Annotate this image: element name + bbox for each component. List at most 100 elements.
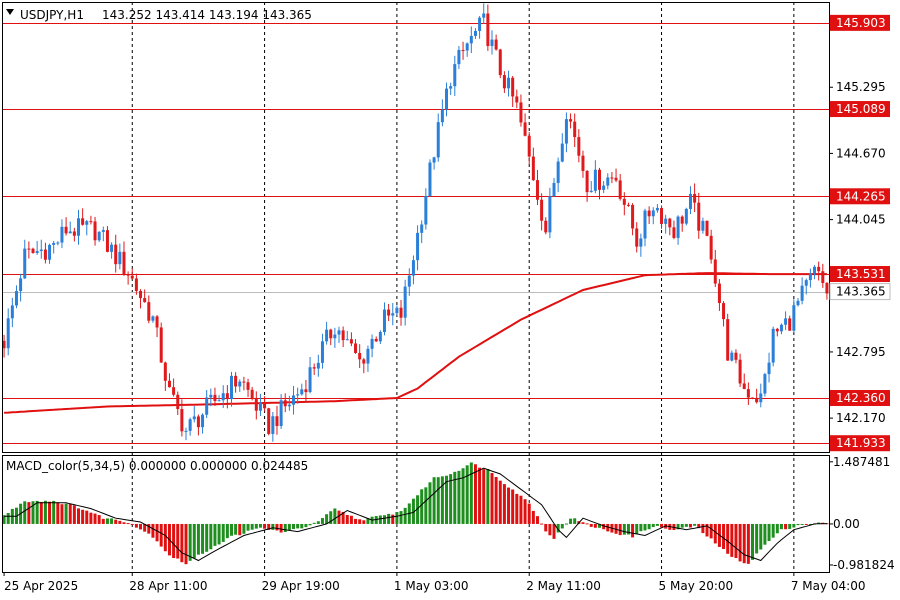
candle-body	[631, 204, 635, 229]
candle-body	[680, 216, 684, 224]
candle-body	[428, 162, 432, 196]
candle-body	[308, 367, 312, 393]
level-tag-label: 143.531	[836, 267, 886, 281]
macd-bar	[552, 523, 556, 539]
candle-body	[610, 177, 614, 179]
level-tag-label: 144.265	[836, 189, 886, 203]
candle-body	[635, 228, 639, 247]
macd-bar	[147, 523, 151, 534]
macd-bar	[428, 482, 432, 524]
macd-bar	[362, 520, 366, 524]
candle-body	[457, 49, 461, 65]
candle-body	[490, 39, 494, 47]
candle-body	[155, 316, 159, 328]
price-tick-label: 142.795	[836, 345, 886, 359]
macd-bar	[688, 523, 692, 528]
candle-body	[329, 329, 333, 339]
macd-bar	[784, 523, 788, 530]
level-tag	[830, 266, 890, 283]
candle-body	[229, 375, 233, 400]
macd-bar	[213, 523, 217, 546]
macd-bar	[738, 523, 742, 562]
macd-bar	[85, 510, 89, 524]
candle-body	[548, 196, 552, 233]
candle-body	[813, 266, 817, 274]
level-tag-label: 142.360	[836, 391, 886, 405]
candle-body	[43, 249, 47, 260]
time-axis: 25 Apr 2025 28 Apr 11:00 29 Apr 19:00 1 May…	[3, 572, 866, 593]
macd-bar	[804, 523, 808, 525]
collapse-triangle-icon[interactable]	[6, 9, 14, 15]
candle-body	[159, 327, 163, 363]
macd-bar	[817, 522, 821, 524]
candle-body	[445, 88, 449, 110]
candle-body	[130, 275, 134, 279]
candle-body	[134, 278, 138, 291]
candle-body	[35, 251, 39, 254]
macd-panel-border	[2, 455, 830, 573]
candle-body	[147, 302, 151, 321]
candle-body	[688, 193, 692, 209]
macd-bar	[531, 510, 535, 524]
candle-body	[792, 305, 796, 331]
macd-bar	[775, 523, 779, 534]
macd-bar	[556, 523, 560, 533]
candle-body	[453, 64, 457, 87]
candle-body	[114, 244, 118, 265]
candle-body	[48, 244, 52, 260]
macd-signal-path	[4, 467, 827, 562]
macd-bar	[229, 523, 233, 536]
candle-body	[60, 226, 64, 243]
macd-bar	[48, 501, 52, 524]
macd-bar	[387, 513, 391, 524]
macd-bar	[618, 523, 622, 536]
macd-bar	[564, 523, 568, 525]
candle-body	[713, 259, 717, 284]
candle-body	[93, 221, 97, 241]
candle-body	[676, 216, 680, 238]
candle-body	[684, 208, 688, 224]
candle-body	[6, 318, 10, 349]
candle-body	[56, 242, 60, 244]
macd-bar	[316, 521, 320, 524]
macd-bar	[110, 518, 114, 524]
candle-body	[242, 381, 246, 383]
candle-body	[225, 393, 229, 400]
candle-body	[64, 226, 68, 234]
macd-bar	[606, 523, 610, 532]
macd-bar	[201, 523, 205, 554]
candle-body	[395, 307, 399, 314]
candle-body	[643, 210, 647, 239]
candle-body	[424, 195, 428, 225]
macd-bar	[395, 512, 399, 524]
candle-body	[639, 238, 643, 247]
candle-body	[825, 283, 829, 294]
candle-body	[697, 202, 701, 231]
candle-body	[560, 143, 564, 162]
candle-body	[531, 156, 535, 181]
candle-body	[709, 235, 713, 260]
candle-body	[345, 339, 349, 341]
candle-body	[362, 359, 366, 364]
macd-bar	[139, 523, 143, 530]
macd-bar	[457, 470, 461, 524]
candle-body	[287, 404, 291, 407]
macd-bar	[188, 523, 192, 561]
candle-body	[184, 430, 188, 432]
current-price-tag	[829, 283, 891, 301]
candle-body	[403, 286, 407, 318]
macd-bar	[416, 495, 420, 524]
macd-bar	[544, 523, 548, 532]
candle-body	[672, 227, 676, 238]
candle-body	[622, 198, 626, 205]
candle-body	[535, 180, 539, 200]
candle-body	[759, 393, 763, 403]
candle-body	[2, 340, 6, 349]
candle-body	[341, 330, 345, 341]
candle-body	[478, 17, 482, 31]
candle-body	[72, 231, 76, 236]
candle-body	[151, 316, 155, 321]
macd-tick-label: 1.487481	[833, 455, 890, 469]
candle-body	[213, 394, 217, 402]
